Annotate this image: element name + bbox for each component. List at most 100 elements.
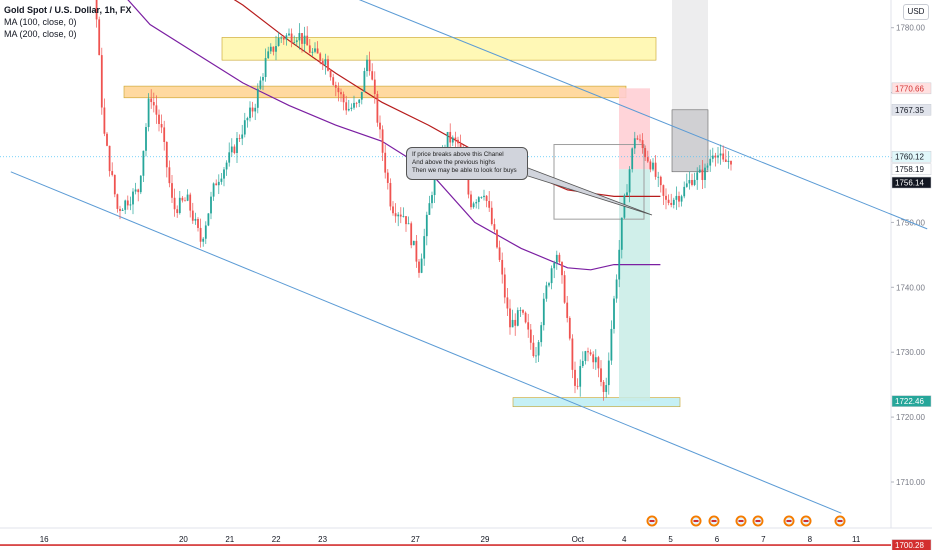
candle-body: [119, 208, 121, 211]
candle: [532, 335, 535, 358]
candle-body: [724, 159, 727, 162]
economic-event-icon: [783, 515, 795, 527]
candle: [298, 23, 301, 50]
candle-body: [334, 84, 337, 88]
x-tick-label: 27: [411, 535, 420, 544]
candle: [256, 83, 259, 114]
candle-body: [475, 202, 478, 204]
candle-body: [425, 214, 428, 237]
candle: [693, 172, 696, 187]
candle-body: [236, 138, 238, 154]
candle-body: [423, 236, 426, 259]
candle-body: [176, 209, 179, 214]
candle: [667, 194, 670, 206]
candle: [618, 240, 621, 288]
candle: [241, 124, 244, 146]
indicator-ma200[interactable]: MA (200, close, 0): [4, 29, 77, 39]
candle: [197, 217, 199, 232]
candle-body: [483, 195, 485, 198]
candle: [113, 174, 116, 198]
candle: [324, 53, 327, 75]
x-tick-label: 23: [318, 535, 327, 544]
candle: [678, 191, 680, 208]
candle-body: [241, 134, 244, 139]
candle-body: [204, 225, 207, 239]
symbol-title[interactable]: Gold Spot / U.S. Dollar, 1h, FX: [4, 5, 132, 15]
candle-body: [303, 35, 306, 44]
candle: [475, 199, 478, 209]
candle: [262, 73, 264, 91]
candle-body: [524, 312, 527, 323]
candle: [399, 207, 402, 224]
candle-body: [659, 176, 662, 186]
candle: [584, 350, 587, 365]
event-icon-flag: [693, 520, 699, 522]
candle: [454, 131, 457, 149]
indicator-ma100[interactable]: MA (100, close, 0): [4, 17, 77, 27]
price-tag-bg: [891, 176, 932, 189]
candle-body: [631, 148, 634, 170]
candle-body: [103, 107, 106, 134]
candle-body: [212, 183, 215, 197]
candle-body: [150, 98, 153, 103]
candle-body: [288, 33, 290, 36]
candle: [272, 46, 275, 56]
candle: [353, 95, 355, 110]
candle-body: [496, 229, 498, 248]
candle-body: [545, 285, 548, 299]
candle-body: [376, 94, 379, 123]
candle-body: [605, 385, 608, 392]
candle-body: [262, 77, 264, 81]
candle: [350, 103, 353, 112]
candle-body: [329, 70, 332, 78]
candle-body: [386, 172, 389, 183]
candle-body: [397, 214, 400, 217]
candle: [259, 76, 262, 90]
projection-box-lower: [671, 109, 709, 173]
candle-body: [405, 216, 407, 225]
candle-body: [316, 48, 319, 54]
x-tick-label: Oct: [572, 535, 585, 544]
candle: [95, 0, 98, 28]
x-tick-label: 5: [668, 535, 673, 544]
candle: [529, 323, 532, 350]
candle-body: [171, 183, 173, 198]
candle: [488, 191, 491, 212]
candle: [514, 313, 517, 336]
candle: [683, 181, 686, 199]
candle: [280, 36, 283, 43]
price-tag-label: 1770.66: [895, 84, 924, 93]
candle-body: [446, 131, 449, 149]
economic-event-icon: [690, 515, 702, 527]
candle: [379, 115, 381, 139]
price-tag-label: 1756.14: [895, 179, 924, 188]
candle-body: [537, 342, 540, 356]
candle-body: [407, 223, 410, 225]
candle: [696, 167, 699, 190]
candle: [657, 171, 660, 188]
candle-body: [363, 71, 366, 92]
candle-body: [95, 0, 98, 20]
candle-body: [360, 91, 363, 100]
candle: [680, 194, 683, 207]
candle-body: [98, 19, 101, 56]
currency-button[interactable]: USD: [903, 4, 929, 20]
candle-body: [165, 142, 168, 168]
candle: [225, 160, 228, 176]
candle-body: [173, 197, 176, 210]
candle: [542, 292, 545, 331]
candle-body: [353, 102, 355, 108]
candle-body: [106, 133, 108, 146]
annotation-callout[interactable]: If price breaks above this Chanel And ab…: [406, 147, 528, 180]
candle: [553, 260, 556, 279]
candle-body: [111, 171, 114, 175]
candle-body: [301, 33, 303, 44]
candle: [165, 141, 168, 178]
candle-body: [657, 176, 660, 178]
candle: [142, 150, 145, 182]
candle-body: [358, 99, 361, 103]
candle: [672, 197, 675, 209]
candle-body: [145, 127, 147, 151]
